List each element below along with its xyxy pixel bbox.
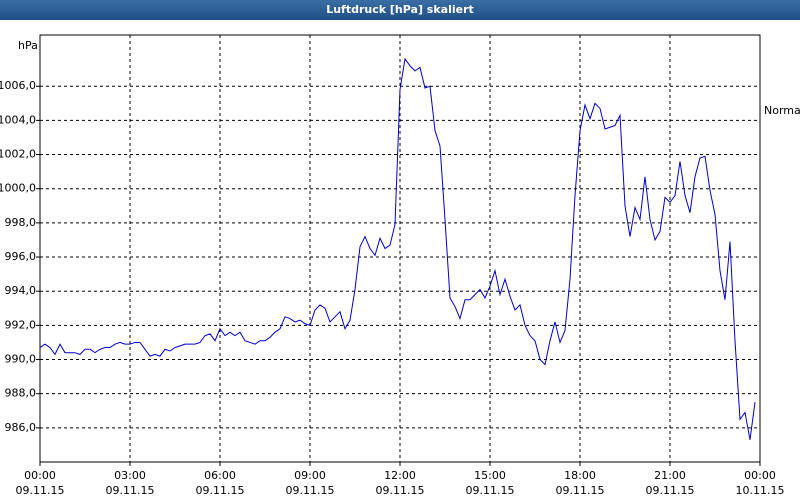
- x-tick-date: 09.11.15: [286, 484, 335, 497]
- x-tick-label: 21:00: [654, 469, 686, 482]
- y-tick-label: 992,0: [5, 318, 37, 331]
- y-tick-label: 988,0: [5, 387, 37, 400]
- x-tick-label: 00:00: [744, 469, 776, 482]
- y-tick-label: 986,0: [5, 421, 37, 434]
- data-line: [39, 57, 756, 440]
- x-tick-date: 09.11.15: [466, 484, 515, 497]
- y-tick-label: 1006,0: [0, 79, 36, 92]
- y-tick-label: 1002,0: [0, 148, 36, 161]
- y-tick-label: 1000,0: [0, 182, 36, 195]
- x-tick-label: 12:00: [384, 469, 416, 482]
- y-tick-label: 996,0: [5, 250, 37, 263]
- x-tick-date: 10.11.15: [736, 484, 785, 497]
- x-tick-label: 18:00: [564, 469, 596, 482]
- x-tick-label: 09:00: [294, 469, 326, 482]
- x-tick-date: 09.11.15: [376, 484, 425, 497]
- x-tick-label: 00:00: [24, 469, 56, 482]
- x-tick-date: 09.11.15: [646, 484, 695, 497]
- x-tick-date: 09.11.15: [16, 484, 65, 497]
- title-bar: [0, 0, 800, 20]
- y-tick-label: 998,0: [5, 216, 37, 229]
- y-axis-label: hPa: [18, 39, 38, 52]
- legend-entry: Normal: [764, 104, 800, 117]
- x-tick-label: 06:00: [204, 469, 236, 482]
- y-tick-label: 990,0: [5, 353, 37, 366]
- x-tick-date: 09.11.15: [106, 484, 155, 497]
- x-tick-date: 09.11.15: [556, 484, 605, 497]
- y-tick-label: 1004,0: [0, 113, 36, 126]
- x-tick-date: 09.11.15: [196, 484, 245, 497]
- x-tick-label: 15:00: [474, 469, 506, 482]
- y-tick-label: 994,0: [5, 284, 37, 297]
- chart-title: Luftdruck [hPa] skaliert: [326, 3, 474, 16]
- x-tick-label: 03:00: [114, 469, 146, 482]
